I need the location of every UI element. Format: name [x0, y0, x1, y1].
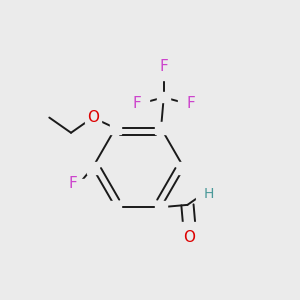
Text: H: H: [204, 187, 214, 201]
Text: O: O: [87, 110, 99, 125]
Text: F: F: [187, 96, 195, 111]
Bar: [110, 201, 121, 213]
Bar: [196, 189, 210, 199]
Bar: [157, 70, 170, 80]
Bar: [182, 223, 198, 234]
Bar: [178, 98, 192, 108]
Bar: [155, 122, 167, 134]
Bar: [72, 179, 86, 189]
Bar: [178, 162, 190, 174]
Bar: [155, 201, 167, 213]
Text: F: F: [69, 176, 77, 191]
Text: F: F: [159, 59, 168, 74]
Text: O: O: [184, 230, 196, 245]
Bar: [136, 98, 149, 108]
Bar: [157, 92, 170, 103]
Bar: [110, 122, 121, 134]
Bar: [87, 162, 98, 174]
Text: F: F: [132, 96, 141, 111]
Bar: [85, 112, 101, 124]
